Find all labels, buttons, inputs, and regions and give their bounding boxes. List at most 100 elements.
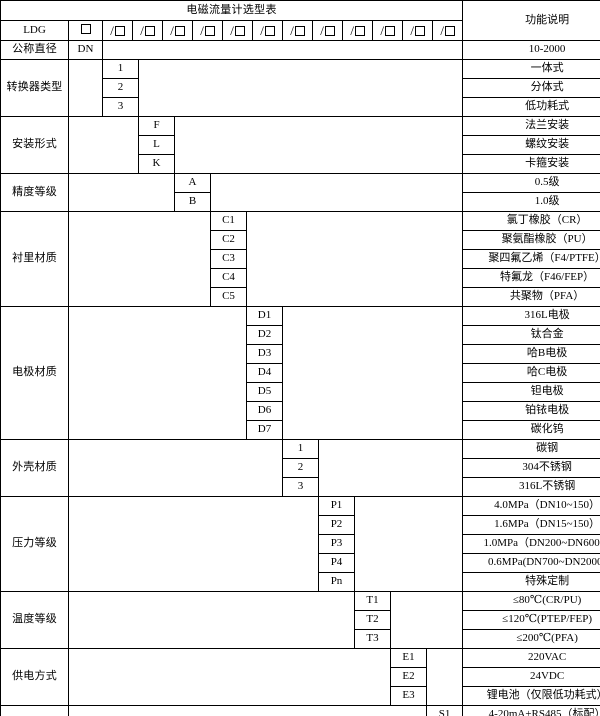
code-pressure-grade-1[interactable]: P1 [318, 496, 355, 516]
code-electrode-material-1[interactable]: D1 [246, 306, 283, 326]
code-electrode-material-7[interactable]: D7 [246, 420, 283, 440]
square-box-icon [324, 25, 335, 36]
code-electrode-material-6[interactable]: D6 [246, 401, 283, 421]
model-slash-box-1[interactable]: / [104, 21, 134, 40]
code-signal-output-1[interactable]: S1 [425, 705, 464, 716]
code-converter-type-3[interactable]: 3 [102, 97, 139, 117]
func-pressure-grade-4: 0.6MPa(DN700~DN2000) [462, 553, 600, 573]
group-label-nominal-diameter: 公称直径 [0, 40, 69, 60]
func-temperature-grade-1: ≤80℃(CR/PU) [462, 591, 600, 611]
code-electrode-material-2[interactable]: D2 [246, 325, 283, 345]
square-box-icon [444, 25, 455, 36]
func-installation-type-2: 螺纹安装 [462, 135, 600, 155]
blank-cell [68, 591, 355, 649]
func-temperature-grade-3: ≤200℃(PFA) [462, 629, 600, 649]
blank-cell [389, 591, 464, 649]
code-electrode-material-4[interactable]: D4 [246, 363, 283, 383]
func-lining-material-5: 共聚物（PFA） [462, 287, 600, 307]
func-electrode-material-1: 316L电极 [462, 306, 600, 326]
square-box-icon [144, 25, 155, 36]
code-converter-type-1[interactable]: 1 [102, 59, 139, 79]
square-box-icon [414, 25, 425, 36]
code-lining-material-5[interactable]: C5 [210, 287, 247, 307]
blank-cell [173, 116, 464, 174]
code-pressure-grade-4[interactable]: P4 [318, 553, 355, 573]
code-temperature-grade-1[interactable]: T1 [354, 591, 391, 611]
func-power-supply-2: 24VDC [462, 667, 600, 687]
model-first-box[interactable] [68, 20, 103, 41]
code-accuracy-grade-1[interactable]: A [174, 173, 211, 193]
code-installation-type-1[interactable]: F [138, 116, 175, 136]
func-shell-material-1: 碳钢 [462, 439, 600, 459]
model-slash-box-strip: / / / / / / / / / / / / [101, 20, 464, 41]
func-converter-type-3: 低功耗式 [462, 97, 600, 117]
model-slash-box-5[interactable]: / [223, 21, 254, 40]
code-temperature-grade-3[interactable]: T3 [354, 629, 391, 649]
group-label-signal-output: 信号输出 [0, 705, 69, 716]
square-box-icon [294, 25, 305, 36]
square-box-icon [354, 25, 365, 36]
blank-cell [209, 173, 464, 212]
model-slash-box-6[interactable]: / [253, 21, 284, 40]
code-shell-material-1[interactable]: 1 [282, 439, 319, 459]
func-lining-material-2: 聚氨酯橡胶（PU） [462, 230, 600, 250]
code-power-supply-1[interactable]: E1 [390, 648, 427, 668]
func-electrode-material-5: 钽电极 [462, 382, 600, 402]
slash-separator: / [380, 23, 384, 38]
model-slash-box-7[interactable]: / [283, 21, 314, 40]
func-pressure-grade-5: 特殊定制 [462, 572, 600, 592]
code-lining-material-2[interactable]: C2 [210, 230, 247, 250]
group-label-shell-material: 外壳材质 [0, 439, 69, 497]
code-pressure-grade-5[interactable]: Pn [318, 572, 355, 592]
slash-separator: / [290, 23, 294, 38]
func-lining-material-4: 特氟龙（F46/FEP） [462, 268, 600, 288]
blank-cell [137, 59, 464, 117]
model-slash-box-9[interactable]: / [343, 21, 374, 40]
blank-cell [68, 211, 211, 307]
slash-separator: / [350, 23, 354, 38]
model-slash-box-4[interactable]: / [193, 21, 224, 40]
model-slash-box-3[interactable]: / [163, 21, 194, 40]
table-title: 电磁流量计选型表 [0, 0, 464, 21]
group-label-lining-material: 衬里材质 [0, 211, 69, 307]
model-slash-box-11[interactable]: / [403, 21, 434, 40]
model-slash-box-10[interactable]: / [373, 21, 404, 40]
func-shell-material-3: 316L不锈钢 [462, 477, 600, 497]
blank-cell [281, 306, 464, 440]
func-power-supply-1: 220VAC [462, 648, 600, 668]
code-pressure-grade-2[interactable]: P2 [318, 515, 355, 535]
blank-cell [68, 59, 103, 117]
code-electrode-material-3[interactable]: D3 [246, 344, 283, 364]
model-slash-box-12[interactable]: / [433, 22, 461, 40]
code-lining-material-1[interactable]: C1 [210, 211, 247, 231]
group-label-temperature-grade: 温度等级 [0, 591, 69, 649]
model-slash-box-8[interactable]: / [313, 21, 344, 40]
blank-cell [68, 496, 319, 592]
slash-separator: / [320, 23, 324, 38]
code-pressure-grade-3[interactable]: P3 [318, 534, 355, 554]
code-converter-type-2[interactable]: 2 [102, 78, 139, 98]
code-installation-type-3[interactable]: K [138, 154, 175, 174]
blank-cell [317, 439, 464, 497]
func-converter-type-1: 一体式 [462, 59, 600, 79]
square-box-icon [174, 25, 185, 36]
code-electrode-material-5[interactable]: D5 [246, 382, 283, 402]
model-slash-box-2[interactable]: / [133, 21, 164, 40]
function-description-header: 功能说明 [462, 0, 600, 41]
square-box-icon [80, 23, 91, 34]
square-box-icon [234, 25, 245, 36]
code-power-supply-2[interactable]: E2 [390, 667, 427, 687]
code-shell-material-2[interactable]: 2 [282, 458, 319, 478]
code-installation-type-2[interactable]: L [138, 135, 175, 155]
func-accuracy-grade-2: 1.0级 [462, 192, 600, 212]
func-electrode-material-6: 铂铱电极 [462, 401, 600, 421]
code-power-supply-3[interactable]: E3 [390, 686, 427, 706]
code-accuracy-grade-2[interactable]: B [174, 192, 211, 212]
blank-cell [68, 648, 391, 706]
code-lining-material-4[interactable]: C4 [210, 268, 247, 288]
code-nominal-diameter[interactable]: DN [68, 40, 103, 60]
code-lining-material-3[interactable]: C3 [210, 249, 247, 269]
code-temperature-grade-2[interactable]: T2 [354, 610, 391, 630]
group-label-accuracy-grade: 精度等级 [0, 173, 69, 212]
code-shell-material-3[interactable]: 3 [282, 477, 319, 497]
